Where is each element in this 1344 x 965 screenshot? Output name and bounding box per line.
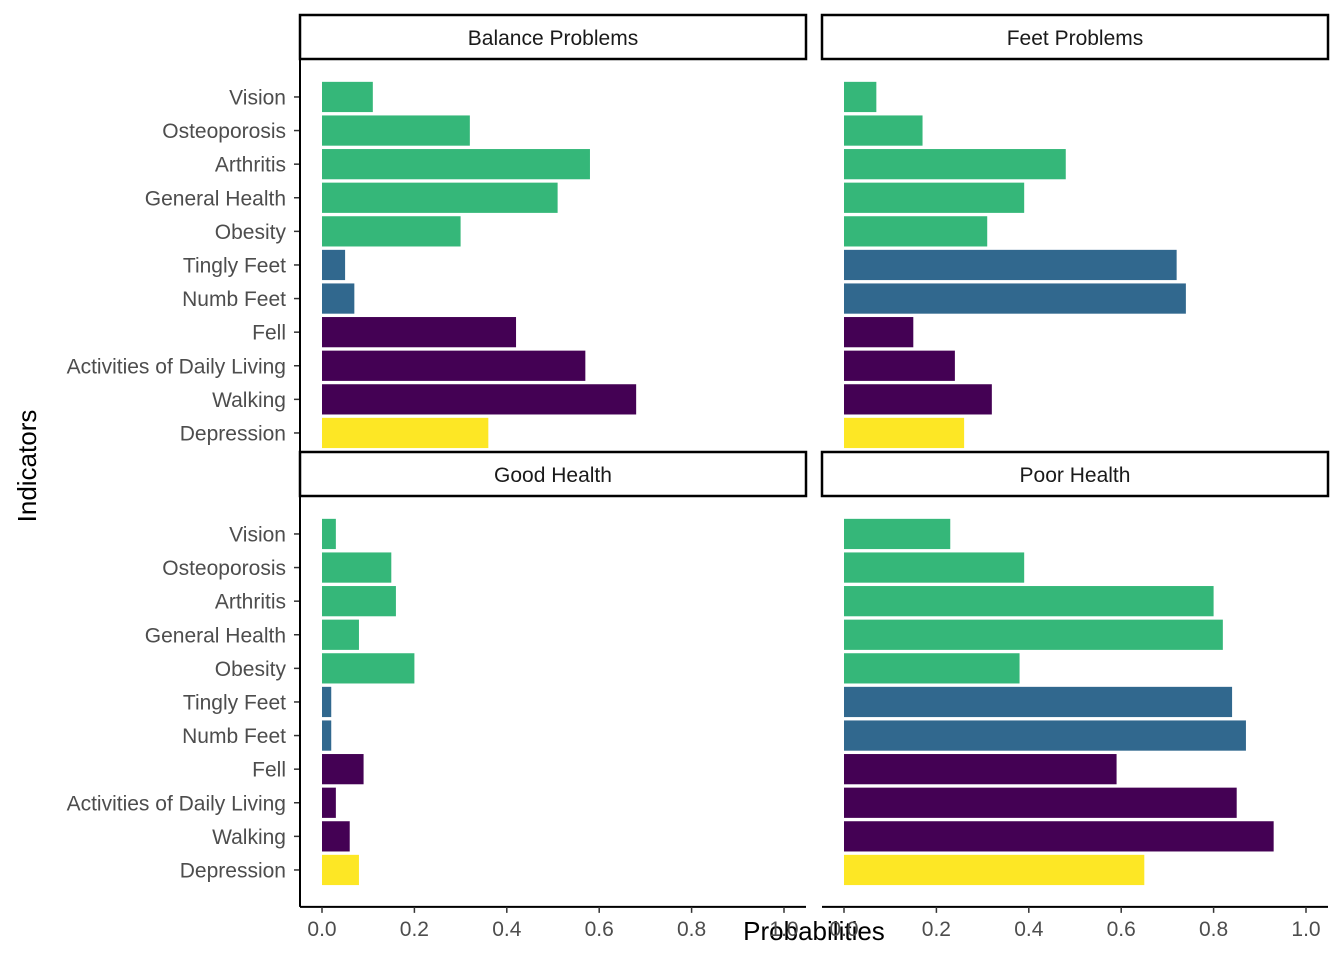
bar (322, 149, 590, 180)
bar (322, 81, 373, 113)
x-tick-label: 0.2 (400, 918, 429, 941)
bar (322, 552, 392, 583)
x-tick-label: 0.8 (677, 918, 706, 941)
bar (322, 854, 359, 886)
y-tick-label: Walking (212, 826, 286, 849)
bar (844, 81, 877, 113)
bar (844, 754, 1117, 785)
bar (844, 350, 955, 381)
y-tick-label: Tingly Feet (183, 691, 286, 714)
bar (844, 518, 951, 550)
y-tick-label: Vision (229, 86, 286, 109)
y-tick-label: Fell (252, 759, 286, 782)
facet-title: Balance Problems (468, 27, 638, 50)
y-tick-label: Activities of Daily Living (67, 355, 286, 378)
bar (322, 350, 586, 381)
bar (322, 182, 558, 213)
bar (322, 384, 637, 415)
bar (844, 686, 1233, 718)
y-tick-label: Activities of Daily Living (67, 792, 286, 815)
x-tick-label: 1.0 (769, 918, 798, 941)
x-tick-label: 0.4 (1014, 918, 1044, 941)
y-tick-label: Tingly Feet (183, 254, 286, 277)
bar (844, 854, 1145, 886)
y-tick-label: Osteoporosis (162, 120, 286, 143)
bar (844, 115, 923, 146)
y-tick-label: Vision (229, 523, 286, 546)
bar (844, 216, 988, 247)
facet-title: Feet Problems (1007, 27, 1144, 50)
x-tick-label: 0.2 (922, 918, 951, 941)
bar (844, 384, 992, 415)
bar (322, 283, 355, 314)
facet-title: Good Health (494, 464, 612, 487)
y-tick-label: Depression (180, 422, 286, 445)
bar (844, 720, 1246, 751)
bar (844, 552, 1025, 583)
bar (322, 821, 350, 852)
y-axis-title: Indicators (12, 410, 42, 523)
x-tick-label: 0.0 (307, 918, 336, 941)
y-tick-label: Arthritis (215, 154, 286, 177)
facet-strip (298, 13, 808, 61)
bar (844, 787, 1237, 818)
bar (844, 283, 1186, 314)
y-tick-label: Arthritis (215, 591, 286, 614)
x-tick-label: 0.6 (1107, 918, 1136, 941)
bar (844, 249, 1177, 281)
bar (322, 115, 470, 146)
bar (322, 317, 517, 348)
y-tick-label: Walking (212, 389, 286, 412)
y-tick-label: Depression (180, 859, 286, 882)
bar (322, 417, 489, 449)
x-axis-title: Probabilities (743, 916, 885, 946)
bar (844, 586, 1214, 617)
x-tick-label: 0.6 (585, 918, 614, 941)
facet-strip (820, 450, 1330, 498)
y-tick-label: Osteoporosis (162, 557, 286, 580)
bar (322, 754, 364, 785)
x-tick-label: 0.0 (829, 918, 858, 941)
y-tick-label: General Health (145, 187, 286, 210)
y-tick-label: Obesity (215, 221, 287, 244)
bar (844, 317, 914, 348)
y-tick-label: Obesity (215, 658, 287, 681)
bar (322, 216, 461, 247)
bar (322, 586, 396, 617)
y-tick-label: Numb Feet (182, 288, 286, 311)
x-tick-label: 1.0 (1291, 918, 1320, 941)
bar (844, 417, 965, 449)
x-tick-label: 0.8 (1199, 918, 1228, 941)
bar (322, 249, 346, 281)
bar (844, 182, 1025, 213)
bar (322, 653, 415, 684)
y-tick-label: General Health (145, 624, 286, 647)
y-tick-label: Numb Feet (182, 725, 286, 748)
bar (322, 720, 332, 751)
bar (322, 787, 336, 818)
bar (322, 518, 336, 550)
bar (322, 686, 332, 718)
bar (844, 619, 1223, 650)
bar (322, 619, 359, 650)
facet-title: Poor Health (1020, 464, 1131, 487)
facet-strip (820, 13, 1330, 61)
bar (844, 653, 1020, 684)
x-tick-label: 0.4 (492, 918, 522, 941)
bar (844, 149, 1066, 180)
facet-strip (298, 450, 808, 498)
y-tick-label: Fell (252, 322, 286, 345)
bar (844, 821, 1274, 852)
